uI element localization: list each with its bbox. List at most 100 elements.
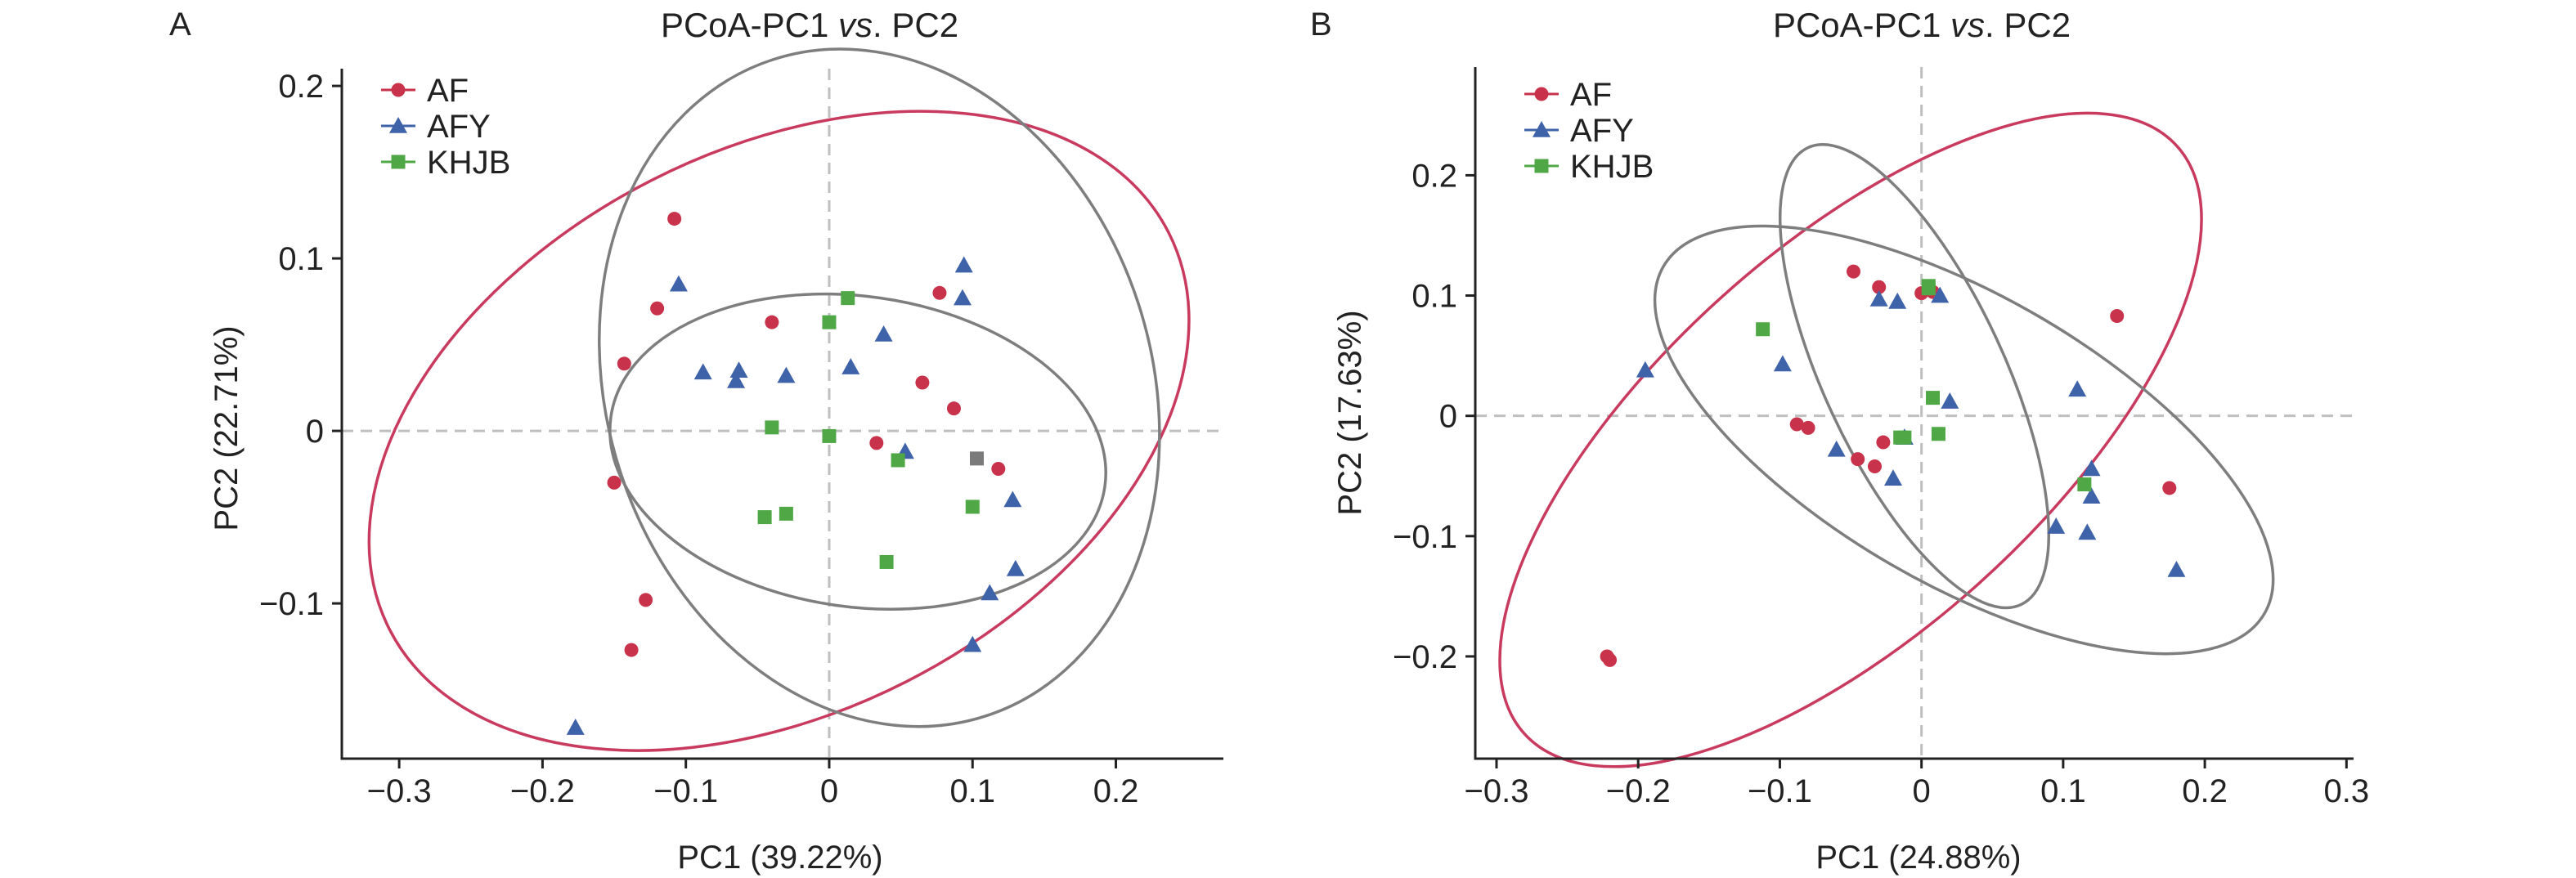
panel-a-x-tick-label: −0.2 <box>510 773 575 809</box>
panel-a-point-af <box>639 593 653 607</box>
panel-b-x-tick-label: 0 <box>1913 773 1931 809</box>
panel-a-point-khjb <box>822 315 837 329</box>
panel-a-ellipse-af <box>367 110 1191 752</box>
panel-a-point-khjb <box>841 291 855 306</box>
panel-a-point-af <box>869 436 884 450</box>
panel-a-point-afy <box>1003 491 1022 508</box>
panel-b-point-afy <box>1869 289 1888 307</box>
panel-a-y-tick-label: 0.1 <box>278 241 324 277</box>
panel-b-x-tick-label: −0.1 <box>1748 773 1812 809</box>
panel-b-point-af <box>1789 417 1804 432</box>
panel-b-legend-marker-afy <box>1533 121 1551 137</box>
panel-a-point-afy <box>669 275 688 292</box>
panel-a-legend-label-khjb: KHJB <box>427 145 510 181</box>
panel-a-ellipse-afy <box>598 47 1161 728</box>
panel-a: A PCoA-PC1 vs. PC2 −0.3 −0.2 −0.1 0 0.1 0.2−0… <box>169 6 1223 876</box>
panel-a-x-axis-label: PC1 (39.22%) <box>677 840 882 876</box>
panel-a-point-af <box>765 315 779 329</box>
panel-a-point-afy <box>729 361 748 379</box>
panel-b-y-tick-label: 0.2 <box>1411 158 1457 194</box>
panel-b-ellipse-khjb <box>1778 143 2051 610</box>
panel-b-y-axis-label: PC2 (17.63%) <box>1332 310 1368 515</box>
panel-b-x-axis-label: PC1 (24.88%) <box>1815 840 2021 876</box>
panel-b-title-part-2: vs <box>1950 6 1985 44</box>
panel-b-letter: B <box>1310 7 1332 43</box>
panel-a-letter: A <box>169 7 191 43</box>
panel-b-point-af <box>1867 459 1882 473</box>
panel-b-y-tick-label: −0.2 <box>1393 639 1457 675</box>
panel-a-point-khjb <box>765 420 779 435</box>
panel-a-x-tick-label: 0.2 <box>1093 773 1139 809</box>
panel-b-point-af <box>1872 280 1887 294</box>
panel-a-point-khjb <box>970 451 985 466</box>
panel-a-point-af <box>617 356 631 371</box>
panel-b-point-afy <box>2082 487 2101 504</box>
panel-a-y-axis-label: PC2 (22.71%) <box>209 325 245 531</box>
panel-a-point-afy <box>981 584 999 601</box>
panel-a-point-afy <box>693 363 712 380</box>
panel-a-point-afy <box>874 325 893 342</box>
panel-a-point-khjb <box>891 453 905 468</box>
panel-b-point-af <box>1801 420 1815 435</box>
panel-b-point-af <box>2162 481 2177 495</box>
panel-a-point-af <box>915 375 930 390</box>
panel-b-point-khjb <box>1756 322 1770 337</box>
panel-b-legend-marker-khjb <box>1534 159 1549 173</box>
panel-a-y-tick-label: 0.2 <box>278 69 324 105</box>
panel-b-x-tick-label: 0.2 <box>2182 773 2228 809</box>
panel-a-y-tick-label: −0.1 <box>259 586 324 622</box>
panel-a-x-tick-label: −0.1 <box>653 773 718 809</box>
panel-a-legend-marker-afy <box>389 117 407 133</box>
panel-b-title-part-3: . PC2 <box>1985 6 2071 44</box>
panel-a-point-afy <box>566 719 585 735</box>
panel-a-title-part-3: . PC2 <box>873 6 958 44</box>
panel-a-point-af <box>607 475 622 490</box>
panel-a-ellipse-khjb <box>608 292 1107 611</box>
panel-b-point-khjb <box>1931 427 1945 441</box>
panel-a-legend-label-afy: AFY <box>427 109 491 145</box>
panel-b-legend-marker-af <box>1534 87 1549 101</box>
panel-b-title-part-1: PCoA-PC1 <box>1773 6 1950 44</box>
panel-a-legend-marker-khjb <box>391 155 406 169</box>
panel-b-point-af <box>1603 652 1618 667</box>
panel-a-title: PCoA-PC1 vs. PC2 <box>661 6 958 44</box>
panel-a-point-af <box>932 285 947 300</box>
panel-a-point-afy <box>953 289 972 306</box>
panel-a-point-af <box>991 462 1006 477</box>
panel-b-point-afy <box>2082 459 2101 477</box>
panel-b-point-afy <box>1941 392 1959 409</box>
panel-b-point-afy <box>1773 355 1792 372</box>
panel-a-point-khjb <box>757 510 772 525</box>
panel-b-title: PCoA-PC1 vs. PC2 <box>1773 6 2071 44</box>
panel-a-point-af <box>650 301 665 316</box>
panel-b-x-tick-label: 0.3 <box>2324 773 2370 809</box>
panel-b-y-tick-label: 0 <box>1439 399 1457 435</box>
panel-b-legend-label-afy: AFY <box>1570 113 1634 149</box>
panel-a-point-af <box>667 212 682 226</box>
panel-b-legend-label-khjb: KHJB <box>1570 149 1654 185</box>
panel-a-point-afy <box>841 358 860 374</box>
panel-b-point-afy <box>2068 380 2087 397</box>
panel-b-point-afy <box>1888 292 1907 309</box>
panel-a-point-afy <box>954 256 973 273</box>
panel-a-legend-marker-af <box>391 83 406 97</box>
panel-b-point-af <box>1851 452 1865 467</box>
panel-a-y-tick-label: 0 <box>306 414 324 450</box>
panel-b-point-afy <box>1636 361 1654 378</box>
panel-b-point-af <box>2110 309 2125 324</box>
panel-b-point-afy <box>1931 286 1950 303</box>
panel-b-point-khjb <box>1921 281 1936 296</box>
panel-b-x-tick-label: −0.3 <box>1464 773 1528 809</box>
panel-b: B PCoA-PC1 vs. PC2 −0.3 −0.2 −0.1 0 0.1 0.2 0.… <box>1310 6 2370 876</box>
panel-a-point-khjb <box>879 554 894 569</box>
panel-b-point-afy <box>2047 517 2066 534</box>
panel-a-x-tick-label: 0.1 <box>949 773 995 809</box>
panel-b-legend-label-af: AF <box>1570 77 1612 113</box>
panel-b-plot: −0.3 −0.2 −0.1 0 0.1 0.2 0.3 −0.2 −0.1 0 0.1 0.2 AFA… <box>1393 67 2370 809</box>
panel-b-y-tick-label: −0.1 <box>1393 519 1457 555</box>
panel-b-point-afy <box>2078 523 2097 540</box>
